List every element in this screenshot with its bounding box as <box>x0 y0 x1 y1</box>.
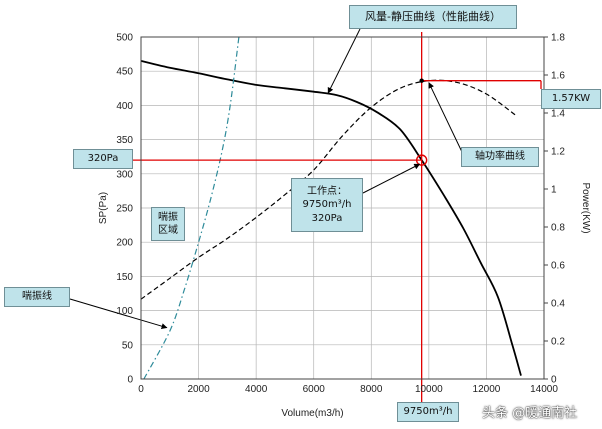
power-curve-label: 轴功率曲线 <box>461 147 539 167</box>
power-curve <box>140 79 516 300</box>
y-left-tick-label: 50 <box>122 340 134 351</box>
axes: 0 2000 4000 6000 8000 10000 12000 1400005010015… <box>98 33 591 420</box>
surge-zone-label: 喘振 区域 <box>151 207 185 241</box>
y-right-tick-label: 0.4 <box>551 299 565 310</box>
y-left-axis-title: SP(Pa) <box>98 192 109 224</box>
surge-line-arrow <box>69 298 168 330</box>
y-right-tick-label: 1.8 <box>551 33 565 44</box>
power-curve-arrow <box>428 82 463 153</box>
y-left-tick-label: 150 <box>116 272 133 283</box>
performance-curve <box>140 60 522 376</box>
y-left-tick-label: 350 <box>116 135 133 146</box>
y-left-tick-label: 0 <box>127 375 133 386</box>
x-axis-title: Volume(m3/h) <box>281 408 343 419</box>
y-left-tick-label: 400 <box>116 101 133 112</box>
power-point-marker <box>419 78 424 83</box>
curves <box>140 36 522 380</box>
y-right-tick-label: 0.2 <box>551 337 565 348</box>
y-left-tick-label: 450 <box>116 67 133 78</box>
y-left-tick-label: 300 <box>116 169 133 180</box>
plot-frame <box>140 36 545 380</box>
operating-point-marker <box>415 154 428 166</box>
x-tick-label: 0 <box>138 384 144 395</box>
y-left-tick-label: 200 <box>116 238 133 249</box>
y-right-tick-label: 1.6 <box>551 71 565 82</box>
surge-line <box>143 36 240 380</box>
surge-line-label: 喘振线 <box>4 287 70 307</box>
y-right-tick-label: 1.4 <box>551 109 565 120</box>
guides <box>133 32 542 402</box>
surge-zone-text: 喘振 区域 <box>158 211 178 237</box>
sp-value-label: 320Pa <box>73 149 133 169</box>
operating-point-text: 工作点： 9750m³/h 320Pa <box>302 185 352 224</box>
performance-curve-label: 风量-静压曲线（性能曲线） <box>349 5 517 29</box>
y-left-tick-label: 500 <box>116 33 133 44</box>
x-tick-label: 6000 <box>303 384 326 395</box>
x-tick-label: 10000 <box>415 384 443 395</box>
y-left-tick-label: 250 <box>116 204 133 215</box>
y-right-tick-label: 0 <box>551 375 557 386</box>
y-right-tick-label: 0.8 <box>551 223 565 234</box>
y-right-tick-label: 1 <box>551 185 557 196</box>
x-tick-label: 8000 <box>360 384 383 395</box>
watermark: 头条 @暖通南社 <box>482 406 578 421</box>
operating-point-label: 工作点： 9750m³/h 320Pa <box>291 178 363 232</box>
callout-arrows <box>69 28 463 330</box>
y-right-tick-label: 1.2 <box>551 147 565 158</box>
y-right-tick-label: 0.6 <box>551 261 565 272</box>
x-tick-label: 2000 <box>187 384 210 395</box>
y-left-tick-label: 100 <box>116 306 133 317</box>
operating-point-arrow <box>362 163 421 194</box>
x-tick-label: 12000 <box>473 384 501 395</box>
x-tick-label: 4000 <box>245 384 268 395</box>
performance-curve-arrow <box>327 28 361 94</box>
power-value-label: 1.57KW <box>541 89 601 109</box>
volume-value-label: 9750m³/h <box>397 402 459 422</box>
x-tick-label: 14000 <box>530 384 558 395</box>
y-right-axis-title: Power(KW) <box>580 182 591 233</box>
